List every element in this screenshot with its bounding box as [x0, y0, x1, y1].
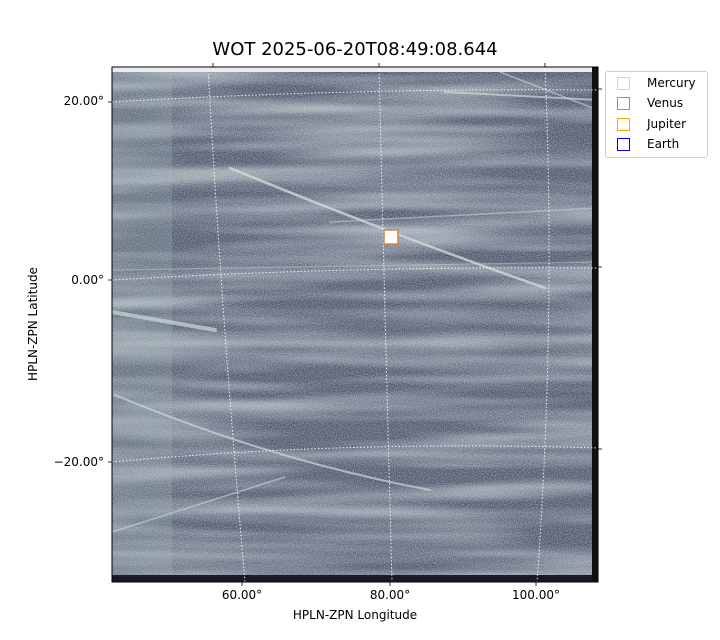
- y-tick-label: −20.00°: [53, 455, 104, 469]
- legend-item-venus: Venus: [617, 95, 683, 111]
- legend-swatch: [617, 117, 630, 131]
- legend-item-earth: Earth: [617, 136, 679, 152]
- venus-marker: [383, 229, 399, 245]
- legend-swatch: [617, 76, 630, 90]
- legend-swatch: [617, 96, 630, 110]
- legend-swatch: [617, 137, 630, 151]
- legend-item-jupiter: Jupiter: [617, 116, 686, 132]
- x-tick-label: 80.00°: [369, 588, 411, 602]
- x-tick-label: 100.00°: [512, 588, 560, 602]
- grid-lines: [112, 67, 598, 582]
- x-axis-label: HPLN-ZPN Longitude: [292, 608, 418, 622]
- legend-label: Venus: [647, 96, 684, 110]
- legend-label: Mercury: [647, 76, 696, 90]
- ticks: [108, 63, 602, 586]
- x-tick-label: 60.00°: [221, 588, 263, 602]
- legend-item-mercury: Mercury: [617, 75, 696, 91]
- legend: Mercury Venus Jupiter Earth: [605, 71, 708, 158]
- legend-label: Jupiter: [647, 117, 687, 131]
- chart-title: WOT 2025-06-20T08:49:08.644: [212, 39, 498, 60]
- y-axis-label: HPLN-ZPN Latitude: [26, 267, 40, 381]
- y-tick-label: 20.00°: [63, 94, 104, 108]
- streaks: [112, 71, 598, 533]
- y-tick-label: 0.00°: [71, 273, 104, 287]
- legend-label: Earth: [647, 137, 680, 151]
